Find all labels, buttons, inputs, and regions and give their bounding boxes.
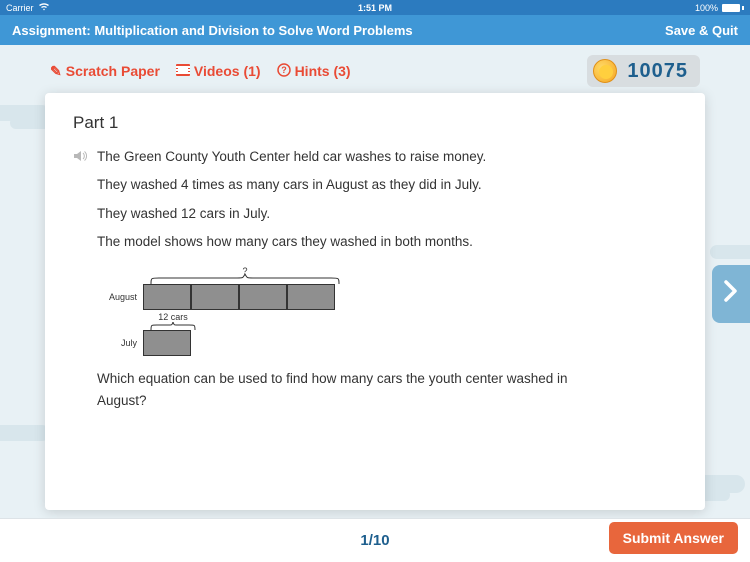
pencil-icon: ✎ <box>50 63 62 80</box>
scratch-paper-label: Scratch Paper <box>66 63 160 79</box>
scratch-paper-button[interactable]: ✎ Scratch Paper <box>50 63 160 80</box>
question-prompt: Which equation can be used to find how m… <box>97 368 577 411</box>
question-line-1: The Green County Youth Center held car w… <box>97 147 486 167</box>
speaker-icon[interactable] <box>73 149 89 166</box>
submit-answer-button[interactable]: Submit Answer <box>609 522 738 554</box>
footer-bar: 1/10 Submit Answer <box>0 518 750 562</box>
svg-text:?: ? <box>281 65 287 75</box>
clock-label: 1:51 PM <box>358 3 392 13</box>
videos-button[interactable]: Videos (1) <box>176 63 261 79</box>
assignment-title: Assignment: Multiplication and Division … <box>12 23 413 38</box>
question-icon: ? <box>277 63 291 80</box>
toolbar: ✎ Scratch Paper Videos (1) ? Hints (3) <box>50 55 700 87</box>
question-card: Part 1 The Green County Youth Center hel… <box>45 93 705 510</box>
july-label: July <box>103 338 143 348</box>
part-title: Part 1 <box>73 113 677 133</box>
july-bar <box>143 330 191 356</box>
battery-label: 100% <box>695 3 718 13</box>
progress-indicator: 1/10 <box>360 532 389 549</box>
carrier-label: Carrier <box>6 3 34 13</box>
hints-label: Hints (3) <box>295 63 351 79</box>
wifi-icon <box>38 2 50 13</box>
videos-label: Videos (1) <box>194 63 261 79</box>
bar-model: ? August 12 cars July <box>103 270 677 356</box>
august-label: August <box>103 292 143 302</box>
question-line-4: The model shows how many cars they washe… <box>97 232 677 252</box>
question-line-2: They washed 4 times as many cars in Augu… <box>97 175 677 195</box>
film-icon <box>176 63 190 79</box>
app-header: Assignment: Multiplication and Division … <box>0 15 750 45</box>
status-bar: Carrier 1:51 PM 100% <box>0 0 750 15</box>
app-body: ✎ Scratch Paper Videos (1) ? Hints (3) <box>0 45 750 562</box>
august-bars <box>143 284 335 310</box>
points-value: 10075 <box>627 60 688 83</box>
coin-icon <box>593 59 617 83</box>
save-quit-button[interactable]: Save & Quit <box>665 23 738 38</box>
hints-button[interactable]: ? Hints (3) <box>277 63 351 80</box>
battery-icon <box>722 4 744 12</box>
question-line-3: They washed 12 cars in July. <box>97 204 677 224</box>
july-cars-label: 12 cars <box>158 312 188 322</box>
chevron-right-icon <box>724 280 738 309</box>
next-button[interactable] <box>712 265 750 323</box>
points-display: 10075 <box>587 55 700 87</box>
